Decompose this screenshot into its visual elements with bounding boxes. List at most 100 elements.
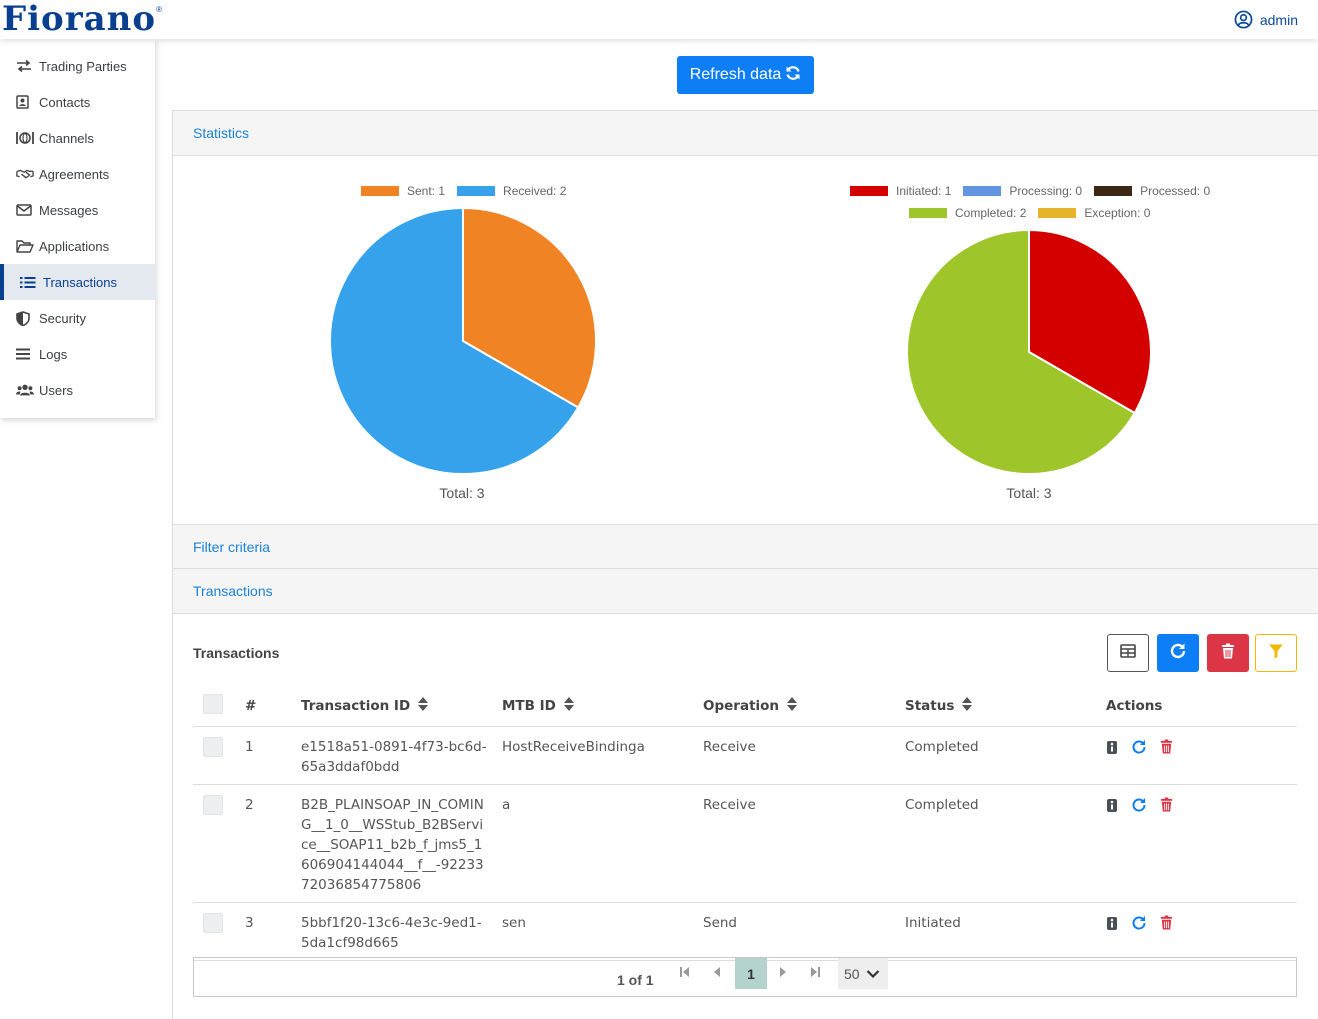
sidebar-item-channels[interactable]: Channels	[0, 120, 155, 156]
shield-icon	[16, 310, 34, 326]
legend-swatch	[850, 186, 888, 196]
table-row[interactable]: 3 5bbf1f20-13c6-4e3c-9ed1-5da1cf98d665 s…	[193, 902, 1297, 961]
actions-cell	[1106, 902, 1297, 961]
transactions-table: # Transaction ID MTB ID Operation Status…	[193, 686, 1297, 961]
sidebar-item-trading-parties[interactable]: Trading Parties	[0, 48, 155, 84]
previous-page-button[interactable]	[704, 958, 730, 989]
legend-label: Initiated: 1	[896, 184, 952, 198]
legend-entry[interactable]: Completed: 2	[909, 206, 1026, 220]
column-header-number: #	[245, 686, 301, 727]
sidebar-item-users[interactable]: Users	[0, 372, 155, 408]
pie-1-legend: Sent: 1 Received: 2	[361, 184, 578, 198]
bars-icon	[16, 346, 34, 362]
operation-cell: Send	[703, 902, 905, 961]
column-header-transaction-id[interactable]: Transaction ID	[301, 686, 502, 727]
legend-entry[interactable]: Exception: 0	[1038, 206, 1150, 220]
row-select-cell	[193, 726, 245, 785]
column-header-operation[interactable]: Operation	[703, 686, 905, 727]
sort-icon[interactable]	[418, 696, 429, 715]
pie-slice-completed[interactable]	[906, 228, 1137, 475]
user-menu[interactable]: admin	[1234, 10, 1298, 29]
user-circle-icon	[1234, 10, 1253, 29]
row-checkbox[interactable]	[203, 912, 223, 933]
legend-label: Exception: 0	[1084, 206, 1151, 220]
first-page-button[interactable]	[672, 958, 698, 989]
page-size-select[interactable]: 50	[838, 958, 888, 989]
table-row[interactable]: 1 e1518a51-0891-4f73-bc6d-65a3ddaf0bdd H…	[193, 726, 1297, 785]
row-checkbox[interactable]	[203, 736, 223, 757]
pie-slice-sent[interactable]	[462, 206, 597, 409]
sort-icon[interactable]	[563, 696, 574, 715]
info-icon[interactable]	[1106, 915, 1118, 937]
last-page-button[interactable]	[802, 958, 828, 989]
filter-icon	[1268, 643, 1284, 664]
sidebar-item-logs[interactable]: Logs	[0, 336, 155, 372]
table-row[interactable]: 2 B2B_PLAINSOAP_IN_COMING__1_0__WSStub_B…	[193, 784, 1297, 903]
actions-cell	[1106, 726, 1297, 785]
pie-slice-received[interactable]	[329, 206, 580, 475]
column-header-actions: Actions	[1106, 686, 1297, 727]
refresh-data-button[interactable]: Refresh data	[677, 56, 814, 94]
column-header-status[interactable]: Status	[905, 686, 1106, 727]
list-icon	[20, 274, 38, 290]
transaction-id-cell: e1518a51-0891-4f73-bc6d-65a3ddaf0bdd	[301, 726, 502, 785]
transaction-id: B2B_PLAINSOAP_IN_COMING__1_0__WSStub_B2B…	[301, 796, 484, 893]
next-page-icon	[779, 965, 787, 983]
legend-entry[interactable]: Processing: 0	[963, 184, 1082, 198]
sort-icon[interactable]	[962, 696, 973, 715]
current-page-button[interactable]: 1	[735, 958, 767, 989]
reload-table-button[interactable]	[1157, 634, 1199, 672]
trash-icon[interactable]	[1160, 739, 1173, 760]
fiorano-logo[interactable]: Fiorano ®	[2, 1, 162, 37]
redo-icon[interactable]	[1131, 915, 1147, 937]
legend-entry[interactable]: Processed: 0	[1094, 184, 1210, 198]
mtb-id-cell: sen	[502, 902, 703, 961]
refresh-data-label: Refresh data	[689, 66, 782, 83]
sidebar-item-security[interactable]: Security	[0, 300, 155, 336]
redo-icon[interactable]	[1131, 797, 1147, 819]
sidebar-item-agreements[interactable]: Agreements	[0, 156, 155, 192]
legend-label: Processing: 0	[1009, 184, 1083, 198]
next-page-button[interactable]	[770, 958, 796, 989]
table-icon	[1120, 643, 1136, 663]
legend-entry[interactable]: Sent: 1	[361, 184, 445, 198]
status-cell: Completed	[905, 784, 1106, 903]
sidebar-item-applications[interactable]: Applications	[0, 228, 155, 264]
status-cell: Initiated	[905, 902, 1106, 961]
status-cell: Completed	[905, 726, 1106, 785]
envelope-icon	[16, 202, 34, 218]
pie-chart-status	[906, 228, 1152, 475]
legend-swatch	[361, 186, 399, 196]
trash-icon[interactable]	[1160, 915, 1173, 936]
legend-label: Processed: 0	[1140, 184, 1211, 198]
transaction-id-cell: 5bbf1f20-13c6-4e3c-9ed1-5da1cf98d665	[301, 902, 502, 961]
transactions-table-title: Transactions	[193, 645, 280, 661]
info-icon[interactable]	[1106, 797, 1118, 819]
column-header-mtb-id[interactable]: MTB ID	[502, 686, 703, 727]
select-all-checkbox[interactable]	[203, 693, 223, 714]
legend-entry[interactable]: Received: 2	[457, 184, 566, 198]
filter-button[interactable]	[1255, 634, 1297, 672]
trash-icon[interactable]	[1160, 797, 1173, 818]
contact-card-icon	[16, 94, 34, 110]
transactions-section-header[interactable]: Transactions	[173, 569, 1318, 614]
sidebar-item-transactions[interactable]: Transactions	[0, 264, 155, 300]
pie-slice-initiated[interactable]	[1028, 228, 1152, 415]
column-header-label: MTB ID	[502, 697, 556, 714]
sidebar-item-messages[interactable]: Messages	[0, 192, 155, 228]
delete-selected-button[interactable]	[1207, 634, 1249, 672]
chevron-down-icon	[866, 966, 880, 982]
column-header-label: Transaction ID	[301, 697, 411, 714]
row-select-cell	[193, 902, 245, 961]
column-header-label: Operation	[703, 697, 780, 714]
row-checkbox[interactable]	[203, 794, 223, 815]
info-icon[interactable]	[1106, 739, 1118, 761]
redo-icon[interactable]	[1131, 739, 1147, 761]
statistics-section-header[interactable]: Statistics	[173, 111, 1318, 156]
column-header-label: #	[245, 697, 257, 714]
sort-icon[interactable]	[787, 696, 798, 715]
column-toggle-button[interactable]	[1107, 634, 1149, 672]
filter-criteria-section-header[interactable]: Filter criteria	[173, 524, 1318, 569]
legend-entry[interactable]: Initiated: 1	[850, 184, 951, 198]
sidebar-item-contacts[interactable]: Contacts	[0, 84, 155, 120]
